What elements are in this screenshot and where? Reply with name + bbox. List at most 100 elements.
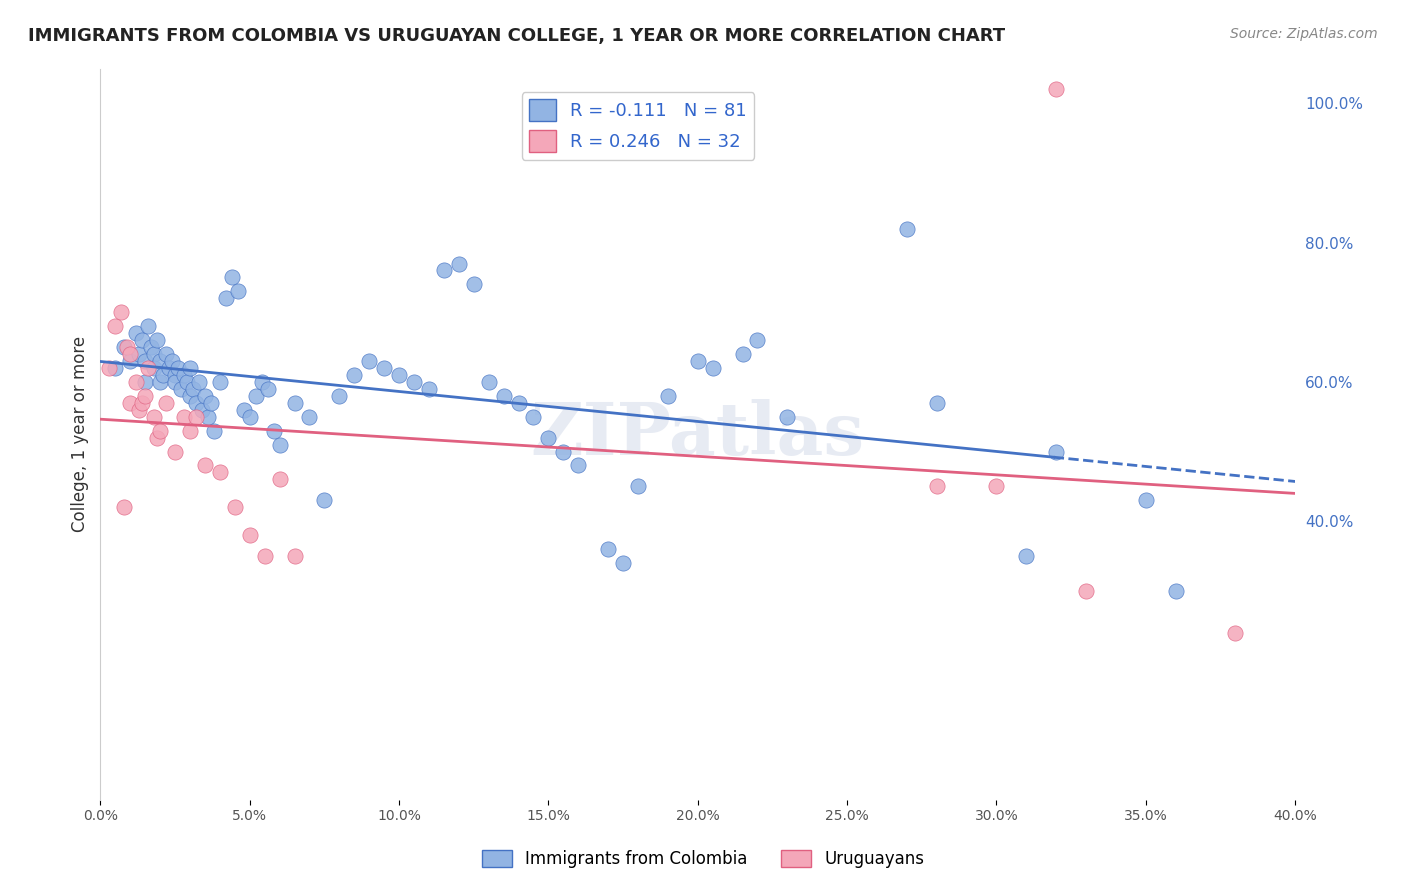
Uruguayans	[986, 479, 1008, 493]
Uruguayans	[128, 402, 150, 417]
Uruguayans	[925, 479, 948, 493]
Immigrants from Colombia	[283, 396, 305, 410]
Uruguayans	[104, 319, 127, 334]
Uruguayans	[112, 500, 135, 515]
Immigrants from Colombia	[176, 375, 198, 389]
Immigrants from Colombia	[163, 368, 186, 382]
Immigrants from Colombia	[155, 347, 177, 361]
Uruguayans	[115, 340, 138, 354]
Uruguayans	[110, 305, 132, 319]
Immigrants from Colombia	[463, 277, 485, 292]
Immigrants from Colombia	[112, 340, 135, 354]
Immigrants from Colombia	[179, 389, 201, 403]
Uruguayans	[146, 431, 169, 445]
Y-axis label: College, 1 year or more: College, 1 year or more	[72, 336, 89, 533]
Immigrants from Colombia	[134, 375, 156, 389]
Immigrants from Colombia	[686, 354, 709, 368]
Uruguayans	[125, 375, 148, 389]
Immigrants from Colombia	[298, 409, 321, 424]
Immigrants from Colombia	[776, 409, 799, 424]
Immigrants from Colombia	[134, 354, 156, 368]
Immigrants from Colombia	[343, 368, 366, 382]
Immigrants from Colombia	[160, 354, 183, 368]
Immigrants from Colombia	[478, 375, 501, 389]
Immigrants from Colombia	[359, 354, 381, 368]
Uruguayans	[1045, 82, 1067, 96]
Legend: R = -0.111   N = 81, R = 0.246   N = 32: R = -0.111 N = 81, R = 0.246 N = 32	[522, 92, 754, 160]
Immigrants from Colombia	[143, 361, 166, 376]
Uruguayans	[1225, 625, 1247, 640]
Immigrants from Colombia	[418, 382, 440, 396]
Uruguayans	[179, 424, 201, 438]
Immigrants from Colombia	[328, 389, 350, 403]
Immigrants from Colombia	[139, 340, 162, 354]
Immigrants from Colombia	[197, 409, 219, 424]
Immigrants from Colombia	[173, 368, 195, 382]
Immigrants from Colombia	[373, 361, 395, 376]
Immigrants from Colombia	[896, 221, 918, 235]
Immigrants from Colombia	[131, 333, 153, 347]
Immigrants from Colombia	[657, 389, 679, 403]
Uruguayans	[131, 396, 153, 410]
Immigrants from Colombia	[239, 409, 262, 424]
Immigrants from Colombia	[1164, 583, 1187, 598]
Immigrants from Colombia	[194, 389, 217, 403]
Text: IMMIGRANTS FROM COLOMBIA VS URUGUAYAN COLLEGE, 1 YEAR OR MORE CORRELATION CHART: IMMIGRANTS FROM COLOMBIA VS URUGUAYAN CO…	[28, 27, 1005, 45]
Immigrants from Colombia	[388, 368, 411, 382]
Immigrants from Colombia	[143, 347, 166, 361]
Immigrants from Colombia	[149, 375, 172, 389]
Immigrants from Colombia	[1045, 444, 1067, 458]
Immigrants from Colombia	[522, 409, 544, 424]
Immigrants from Colombia	[433, 263, 456, 277]
Immigrants from Colombia	[152, 368, 174, 382]
Immigrants from Colombia	[157, 361, 180, 376]
Immigrants from Colombia	[184, 396, 207, 410]
Uruguayans	[143, 409, 166, 424]
Uruguayans	[253, 549, 276, 563]
Immigrants from Colombia	[104, 361, 127, 376]
Immigrants from Colombia	[179, 361, 201, 376]
Immigrants from Colombia	[1135, 493, 1157, 508]
Immigrants from Colombia	[232, 402, 254, 417]
Immigrants from Colombia	[181, 382, 204, 396]
Immigrants from Colombia	[263, 424, 285, 438]
Legend: Immigrants from Colombia, Uruguayans: Immigrants from Colombia, Uruguayans	[475, 843, 931, 875]
Immigrants from Colombia	[567, 458, 589, 473]
Uruguayans	[1074, 583, 1097, 598]
Immigrants from Colombia	[245, 389, 267, 403]
Immigrants from Colombia	[402, 375, 425, 389]
Immigrants from Colombia	[627, 479, 650, 493]
Text: ZIPatlas: ZIPatlas	[530, 399, 865, 470]
Uruguayans	[120, 347, 142, 361]
Uruguayans	[239, 528, 262, 542]
Uruguayans	[173, 409, 195, 424]
Immigrants from Colombia	[537, 431, 560, 445]
Immigrants from Colombia	[170, 382, 193, 396]
Immigrants from Colombia	[136, 319, 159, 334]
Immigrants from Colombia	[702, 361, 724, 376]
Immigrants from Colombia	[492, 389, 515, 403]
Immigrants from Colombia	[167, 361, 190, 376]
Immigrants from Colombia	[447, 256, 470, 270]
Immigrants from Colombia	[508, 396, 530, 410]
Immigrants from Colombia	[612, 556, 634, 570]
Uruguayans	[120, 396, 142, 410]
Immigrants from Colombia	[269, 437, 291, 451]
Text: Source: ZipAtlas.com: Source: ZipAtlas.com	[1230, 27, 1378, 41]
Immigrants from Colombia	[747, 333, 769, 347]
Immigrants from Colombia	[1015, 549, 1038, 563]
Immigrants from Colombia	[250, 375, 273, 389]
Immigrants from Colombia	[221, 270, 243, 285]
Uruguayans	[149, 424, 172, 438]
Immigrants from Colombia	[553, 444, 575, 458]
Uruguayans	[155, 396, 177, 410]
Uruguayans	[224, 500, 246, 515]
Immigrants from Colombia	[226, 285, 249, 299]
Immigrants from Colombia	[120, 354, 142, 368]
Uruguayans	[136, 361, 159, 376]
Immigrants from Colombia	[202, 424, 225, 438]
Immigrants from Colombia	[598, 542, 620, 557]
Immigrants from Colombia	[187, 375, 209, 389]
Immigrants from Colombia	[925, 396, 948, 410]
Immigrants from Colombia	[256, 382, 278, 396]
